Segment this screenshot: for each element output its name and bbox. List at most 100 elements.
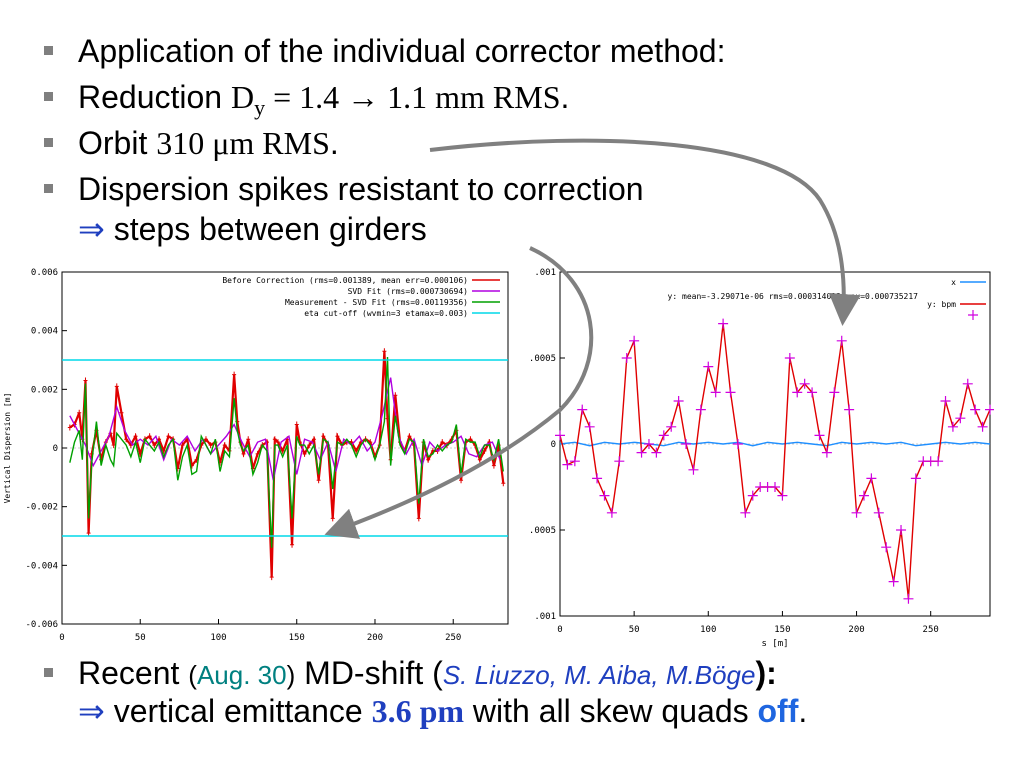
- bpm-marker: [606, 507, 617, 518]
- data-point: [302, 450, 307, 457]
- off-label: off: [757, 693, 799, 729]
- bullet-marker: [44, 184, 53, 193]
- x-axis-label: s [m]: [761, 639, 788, 649]
- bpm-marker: [666, 421, 677, 432]
- x-tick-label: 150: [289, 633, 305, 643]
- bpm-marker: [710, 387, 721, 398]
- bpm-marker: [955, 413, 966, 424]
- bullet-marker: [44, 92, 53, 101]
- bpm-marker: [836, 335, 847, 346]
- bpm-marker: [718, 318, 729, 329]
- x-tick-label: 0: [557, 625, 562, 635]
- data-point: [180, 442, 185, 449]
- bpm-marker: [673, 396, 684, 406]
- data-point: [311, 436, 316, 443]
- bullet-recent: Recent (Aug. 30) MD-shift (S. Liuzzo, M.…: [78, 655, 777, 691]
- bpm-marker: [807, 387, 818, 398]
- y-tick-label: 0.006: [31, 268, 58, 278]
- legend-label: y: bpm: [927, 300, 956, 309]
- bpm-marker: [651, 447, 662, 458]
- bullet-marker: [44, 46, 53, 55]
- data-point: [166, 433, 171, 440]
- bpm-marker: [740, 507, 751, 518]
- x-tick-label: 50: [629, 625, 640, 635]
- bpm-marker: [792, 387, 803, 398]
- bpm-marker: [985, 404, 994, 415]
- data-point: [208, 442, 213, 449]
- chart-title: y: mean=-3.29071e-06 rms=0.000314012 max…: [668, 292, 919, 301]
- y-tick-label: -0.002: [25, 503, 58, 513]
- orbit-value: 310 μm RMS: [156, 125, 330, 161]
- bpm-marker: [681, 439, 692, 449]
- x-tick-label: 100: [210, 633, 226, 643]
- y-tick-label: .0005: [529, 526, 556, 536]
- y-tick-label: 0.002: [31, 385, 58, 395]
- bpm-marker: [881, 542, 892, 553]
- bpm-marker: [910, 473, 921, 484]
- y-tick-label: -0.004: [25, 561, 58, 571]
- bullet-dispersion-spikes: Dispersion spikes resistant to correctio…: [78, 171, 644, 207]
- legend-label: Measurement - SVD Fit (rms=0.00119356): [285, 298, 468, 307]
- orbit-chart: 0 50 100 150 200 250 .001 .0005 0 .0005 .001 s [m] y…: [529, 268, 994, 649]
- bpm-marker: [777, 490, 788, 501]
- bpm-marker: [621, 353, 632, 363]
- dispersion-symbol: Dy = 1.4 → 1.1 mm RMS: [230, 79, 561, 120]
- implies-arrow-icon: ⇒: [78, 211, 105, 247]
- bullet-reduction: Reduction Dy = 1.4 → 1.1 mm RMS.: [78, 79, 570, 120]
- x-tick-label: 50: [135, 633, 146, 643]
- bpm-marker: [873, 507, 884, 518]
- bpm-marker: [903, 593, 914, 604]
- data-point: [275, 439, 280, 446]
- shift-date: Aug. 30: [196, 660, 287, 690]
- x-tick-label: 200: [848, 625, 864, 635]
- plot-frame: [559, 271, 991, 617]
- x-tick-label: 0: [59, 633, 64, 643]
- y-tick-label: 0: [551, 440, 556, 450]
- bpm-marker: [703, 361, 714, 372]
- bpm-marker: [896, 525, 907, 535]
- bpm-marker: [888, 576, 899, 587]
- y-tick-label: .001: [534, 612, 556, 622]
- bullet-marker: [44, 668, 53, 677]
- data-point: [152, 442, 157, 449]
- y-tick-label: .001: [534, 268, 556, 278]
- x-tick-label: 200: [367, 633, 383, 643]
- data-point: [114, 383, 119, 390]
- data-point: [272, 436, 277, 443]
- bpm-marker: [629, 335, 640, 346]
- legend-label: eta cut-off (wvmin=3 etamax=0.003): [304, 309, 468, 318]
- bpm-marker: [851, 507, 862, 518]
- bpm-marker: [962, 378, 973, 389]
- legend-label: SVD Fit (rms=0.000730694): [348, 287, 468, 296]
- data-point: [203, 436, 208, 443]
- bullet-text: Application of the individual corrector …: [78, 33, 726, 69]
- implies-arrow-icon: ⇒: [78, 693, 105, 729]
- data-point: [133, 433, 138, 440]
- bpm-marker: [784, 353, 795, 363]
- bullet-application: Application of the individual corrector …: [78, 32, 725, 70]
- bpm-marker: [688, 464, 699, 475]
- data-point: [255, 450, 260, 457]
- data-point: [280, 447, 285, 454]
- bpm-marker: [940, 396, 951, 406]
- bpm-marker: [858, 490, 869, 501]
- bpm-marker: [947, 421, 958, 432]
- bullet-marker: [44, 138, 53, 147]
- data-point: [86, 530, 91, 537]
- y-axis-label: Vertical Dispersion [m]: [3, 393, 12, 504]
- bpm-marker: [814, 430, 825, 441]
- data-point: [77, 409, 82, 416]
- bpm-marker: [844, 404, 855, 415]
- data-point: [246, 436, 251, 443]
- data-point: [232, 371, 237, 378]
- legend-label: x: [951, 278, 956, 287]
- data-point: [83, 377, 88, 384]
- data-point: [321, 433, 326, 440]
- bpm-marker: [799, 378, 810, 389]
- bpm-marker: [747, 490, 758, 501]
- bpm-marker: [732, 439, 743, 449]
- data-point: [124, 436, 129, 443]
- y-tick-label: .0005: [529, 354, 556, 364]
- data-point: [316, 477, 321, 484]
- data-point: [67, 424, 72, 431]
